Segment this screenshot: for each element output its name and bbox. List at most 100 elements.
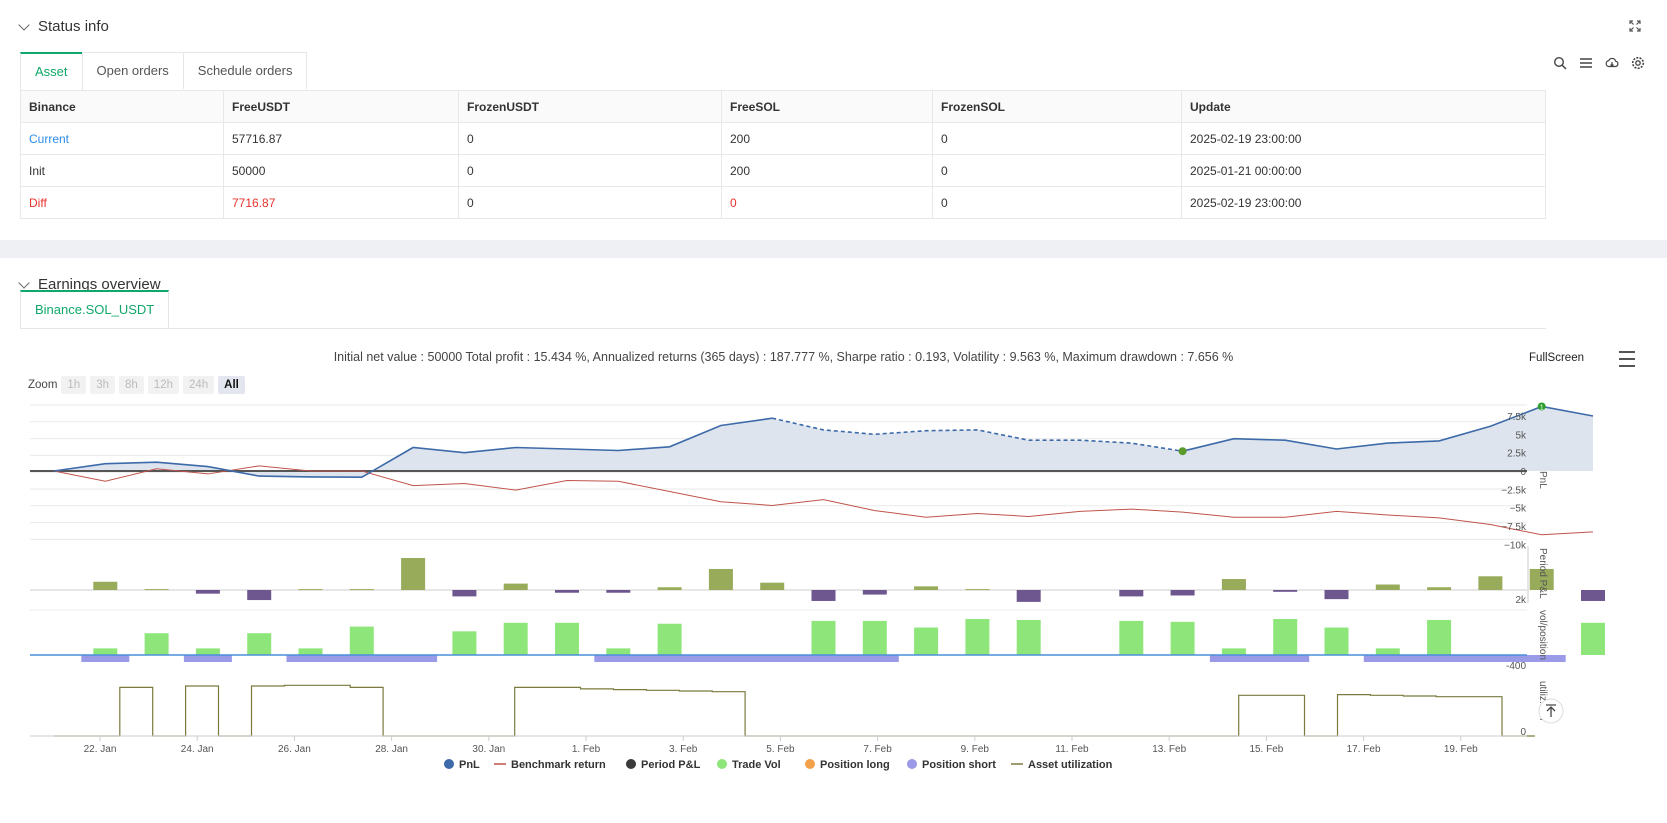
zoom-12h-button[interactable]: 12h <box>147 376 179 394</box>
fullscreen-button[interactable]: FullScreen <box>1529 352 1584 364</box>
table-row: Init 50000 0 200 0 2025-01-21 00:00:00 <box>20 154 1546 187</box>
position-short-bar <box>81 655 130 662</box>
zoom-24h-button[interactable]: 24h <box>182 376 215 394</box>
period-pnl-bar <box>1170 590 1195 596</box>
period-pnl-bar <box>195 590 220 594</box>
tab-schedule-orders[interactable]: Schedule orders <box>182 52 308 89</box>
pnl-tick-label: −5k <box>1510 504 1527 515</box>
trade-vol-bar <box>503 622 528 655</box>
arrow-up-icon <box>1546 704 1556 717</box>
pnl-series-line <box>1182 405 1594 452</box>
x-tick-label: 22. Jan <box>84 744 117 755</box>
zoom-3h-button[interactable]: 3h <box>90 376 115 394</box>
vol-tick-label: -400 <box>1506 661 1526 672</box>
trade-vol-bar <box>195 648 220 655</box>
search-icon[interactable] <box>1553 56 1567 70</box>
position-short-bar <box>594 655 899 662</box>
x-tick-label: 1. Feb <box>572 744 601 755</box>
list-icon[interactable] <box>1579 56 1593 70</box>
trade-vol-bar <box>298 648 323 655</box>
x-tick-label: 28. Jan <box>375 744 408 755</box>
pnl-drawdown-line <box>772 417 1183 452</box>
zoom-label: Zoom <box>28 379 58 391</box>
table-cell: 0 <box>721 186 933 219</box>
column-header: Binance <box>20 90 224 123</box>
zoom-controls: Zoom 1h 3h 8h 12h 24h All <box>28 376 245 394</box>
table-toolbar <box>1553 56 1645 70</box>
trade-vol-bar <box>862 620 887 655</box>
period-pnl-bar <box>1221 579 1246 590</box>
table-cell: 50000 <box>223 154 459 187</box>
drawdown-end-marker <box>1178 447 1187 456</box>
table-cell: 0 <box>932 154 1182 187</box>
period-pnl-bar <box>1529 568 1554 590</box>
period-pnl-bar <box>401 558 426 590</box>
table-cell: 0 <box>458 154 722 187</box>
trade-vol-bar <box>1016 619 1041 655</box>
row-label-diff: Diff <box>20 186 224 219</box>
tab-open-orders[interactable]: Open orders <box>81 52 184 89</box>
x-tick-label: 11. Feb <box>1055 744 1089 755</box>
trade-vol-bar <box>811 620 836 655</box>
x-tick-label: 17. Feb <box>1347 744 1381 755</box>
table-cell: 2025-02-19 23:00:00 <box>1181 122 1546 155</box>
pnl-tick-label: 0 <box>1520 467 1526 478</box>
status-info-header[interactable]: Status info <box>18 18 109 35</box>
trade-vol-bar <box>1324 627 1349 655</box>
period-pnl-bar <box>349 589 374 591</box>
table-cell: 2025-02-19 23:00:00 <box>1181 186 1546 219</box>
trade-vol-bar <box>606 648 631 655</box>
table-cell: 0 <box>932 122 1182 155</box>
earnings-tabs: Binance.SOL_USDT <box>20 290 1546 329</box>
period-axis-label: Period P&L <box>1537 548 1548 599</box>
legend-dot-icon <box>717 759 727 769</box>
legend-item: Period P&L <box>641 759 701 771</box>
period-pnl-bar <box>1273 590 1298 592</box>
settings-gear-icon[interactable] <box>1631 56 1645 70</box>
trade-vol-bar <box>1427 619 1452 655</box>
row-label-current[interactable]: Current <box>20 122 224 155</box>
trade-vol-bar <box>93 648 118 655</box>
period-pnl-bar <box>1427 587 1452 590</box>
scroll-top-button[interactable] <box>1538 698 1564 724</box>
zoom-all-button[interactable]: All <box>218 376 245 394</box>
table-row: Current 57716.87 0 200 0 2025-02-19 23:0… <box>20 122 1546 155</box>
chart-menu-icon[interactable] <box>1619 351 1635 367</box>
period-pnl-bar <box>657 587 682 590</box>
max-marker <box>1537 402 1546 411</box>
legend-dot-icon <box>626 759 636 769</box>
benchmark-series-line <box>53 465 1594 536</box>
expand-icon[interactable] <box>1629 20 1641 32</box>
tab-binance-sol-usdt[interactable]: Binance.SOL_USDT <box>20 290 170 328</box>
trade-vol-bar <box>1375 648 1400 655</box>
trade-vol-bar <box>247 633 272 655</box>
column-header: Update <box>1181 90 1546 123</box>
period-pnl-bar <box>862 590 887 595</box>
legend-dot-icon <box>444 759 454 769</box>
cloud-download-icon[interactable] <box>1605 56 1619 70</box>
column-header: FrozenUSDT <box>458 90 722 123</box>
tab-asset[interactable]: Asset <box>20 52 83 90</box>
pnl-tick-label: −2.5k <box>1501 485 1527 496</box>
table-cell: 2025-01-21 00:00:00 <box>1181 154 1546 187</box>
pnl-tick-label: 5k <box>1515 430 1527 441</box>
zoom-1h-button[interactable]: 1h <box>61 376 87 394</box>
table-cell: 0 <box>458 122 722 155</box>
zoom-8h-button[interactable]: 8h <box>119 376 144 394</box>
period-pnl-bar <box>914 586 939 590</box>
trade-vol-bar <box>1581 622 1605 655</box>
trade-vol-bar <box>555 622 579 655</box>
trade-vol-bar <box>144 633 169 655</box>
asset-table: Binance FreeUSDT FrozenUSDT FreeSOL Froz… <box>20 90 1546 219</box>
asset-utilization-line <box>54 684 1535 737</box>
pnl-tick-label: −10k <box>1504 540 1527 551</box>
util-axis-label: utiliz...on <box>1537 681 1548 720</box>
legend-item: Trade Vol <box>732 759 781 771</box>
column-header: FrozenSOL <box>932 90 1182 123</box>
position-short-bar <box>1363 655 1566 662</box>
collapse-chevron-icon[interactable] <box>18 18 30 31</box>
earnings-overview-header[interactable]: Earnings overview <box>18 276 161 293</box>
period-pnl-bar <box>1119 590 1144 597</box>
pnl-tick-label: −7.5k <box>1501 522 1527 533</box>
trade-vol-bar <box>349 626 374 655</box>
